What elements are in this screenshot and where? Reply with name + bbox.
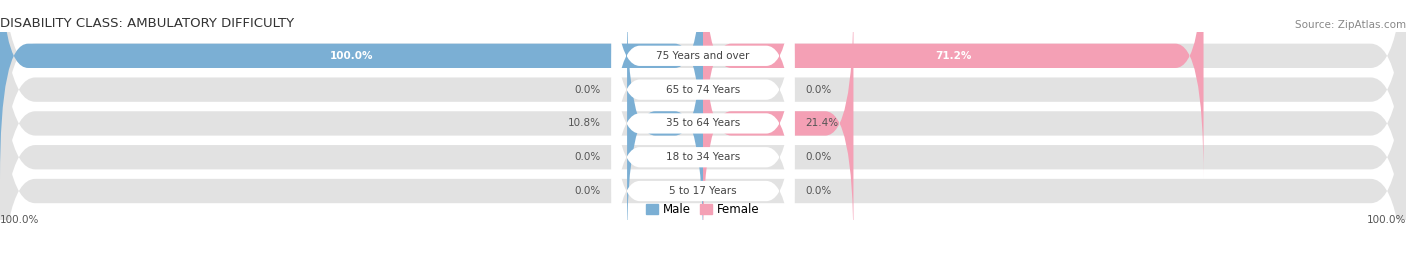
Text: 71.2%: 71.2% bbox=[935, 51, 972, 61]
FancyBboxPatch shape bbox=[0, 34, 1406, 268]
FancyBboxPatch shape bbox=[0, 0, 1406, 213]
Text: 21.4%: 21.4% bbox=[804, 118, 838, 128]
Text: 0.0%: 0.0% bbox=[575, 85, 602, 95]
Text: 35 to 64 Years: 35 to 64 Years bbox=[666, 118, 740, 128]
Text: 100.0%: 100.0% bbox=[1367, 215, 1406, 225]
Text: 10.8%: 10.8% bbox=[568, 118, 602, 128]
FancyBboxPatch shape bbox=[0, 0, 703, 179]
Text: 0.0%: 0.0% bbox=[575, 152, 602, 162]
Text: 100.0%: 100.0% bbox=[0, 215, 39, 225]
FancyBboxPatch shape bbox=[612, 32, 794, 268]
Text: DISABILITY CLASS: AMBULATORY DIFFICULTY: DISABILITY CLASS: AMBULATORY DIFFICULTY bbox=[0, 17, 294, 31]
Legend: Male, Female: Male, Female bbox=[647, 203, 759, 216]
Text: 5 to 17 Years: 5 to 17 Years bbox=[669, 186, 737, 196]
Text: 0.0%: 0.0% bbox=[575, 186, 602, 196]
FancyBboxPatch shape bbox=[612, 0, 794, 181]
Text: 75 Years and over: 75 Years and over bbox=[657, 51, 749, 61]
Text: 0.0%: 0.0% bbox=[804, 85, 831, 95]
FancyBboxPatch shape bbox=[703, 0, 853, 247]
Text: 100.0%: 100.0% bbox=[330, 51, 373, 61]
Text: 18 to 34 Years: 18 to 34 Years bbox=[666, 152, 740, 162]
Text: 65 to 74 Years: 65 to 74 Years bbox=[666, 85, 740, 95]
FancyBboxPatch shape bbox=[612, 0, 794, 215]
Text: 0.0%: 0.0% bbox=[804, 152, 831, 162]
Text: 0.0%: 0.0% bbox=[804, 186, 831, 196]
FancyBboxPatch shape bbox=[612, 0, 794, 248]
FancyBboxPatch shape bbox=[627, 0, 703, 247]
FancyBboxPatch shape bbox=[703, 0, 1204, 179]
FancyBboxPatch shape bbox=[0, 0, 1406, 247]
Text: Source: ZipAtlas.com: Source: ZipAtlas.com bbox=[1295, 20, 1406, 31]
FancyBboxPatch shape bbox=[612, 66, 794, 268]
